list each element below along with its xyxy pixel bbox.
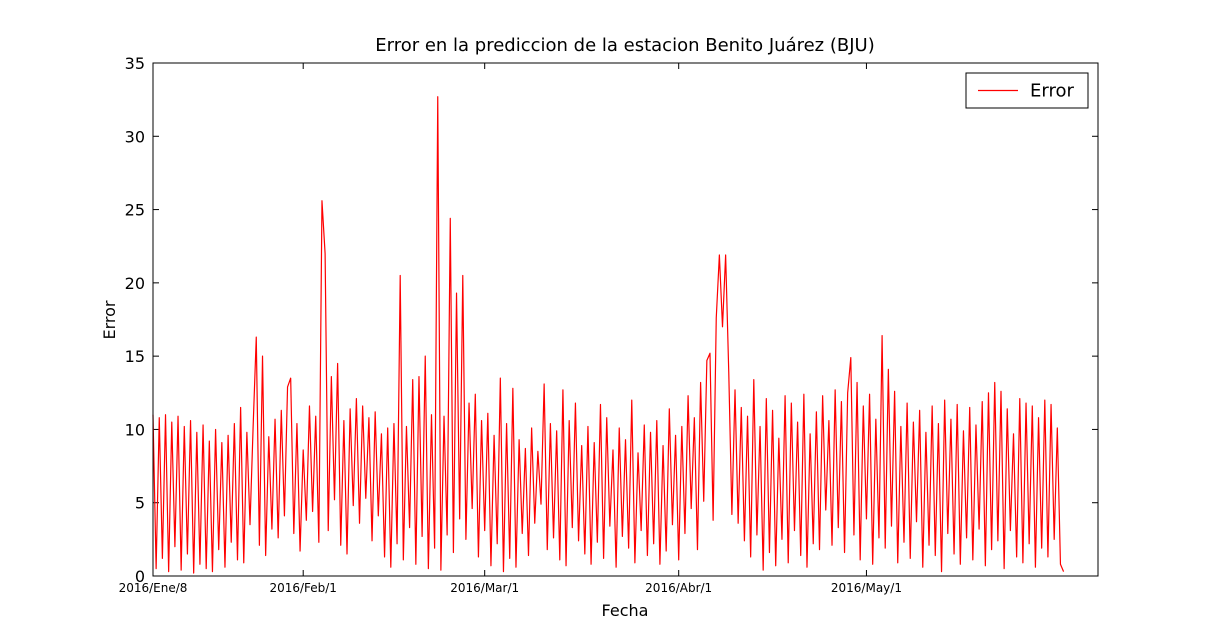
chart-title: Error en la prediccion de la estacion Be… — [375, 35, 874, 56]
y-tick-label: 30 — [125, 127, 145, 146]
x-tick-label: 2016/Mar/1 — [450, 581, 519, 595]
x-tick-label: 2016/Feb/1 — [269, 581, 337, 595]
x-tick-label: 2016/May/1 — [831, 581, 902, 595]
plot-frame — [152, 62, 1099, 577]
x-tick-label: 2016/Ene/8 — [119, 581, 188, 595]
y-tick-label: 20 — [125, 274, 145, 293]
legend-label: Error — [1030, 81, 1074, 102]
x-axis-label: Fecha — [602, 601, 649, 620]
y-tick-label: 25 — [125, 201, 145, 220]
y-tick-label: 10 — [125, 420, 145, 439]
y-axis-label: Error — [100, 300, 119, 339]
y-tick-label: 15 — [125, 347, 145, 366]
legend: Error — [965, 72, 1089, 109]
y-tick-label: 0 — [135, 567, 145, 586]
x-tick-label: 2016/Abr/1 — [645, 581, 712, 595]
y-tick-label: 5 — [135, 494, 145, 513]
data-line — [152, 96, 1065, 574]
y-tick-label: 35 — [125, 54, 145, 73]
